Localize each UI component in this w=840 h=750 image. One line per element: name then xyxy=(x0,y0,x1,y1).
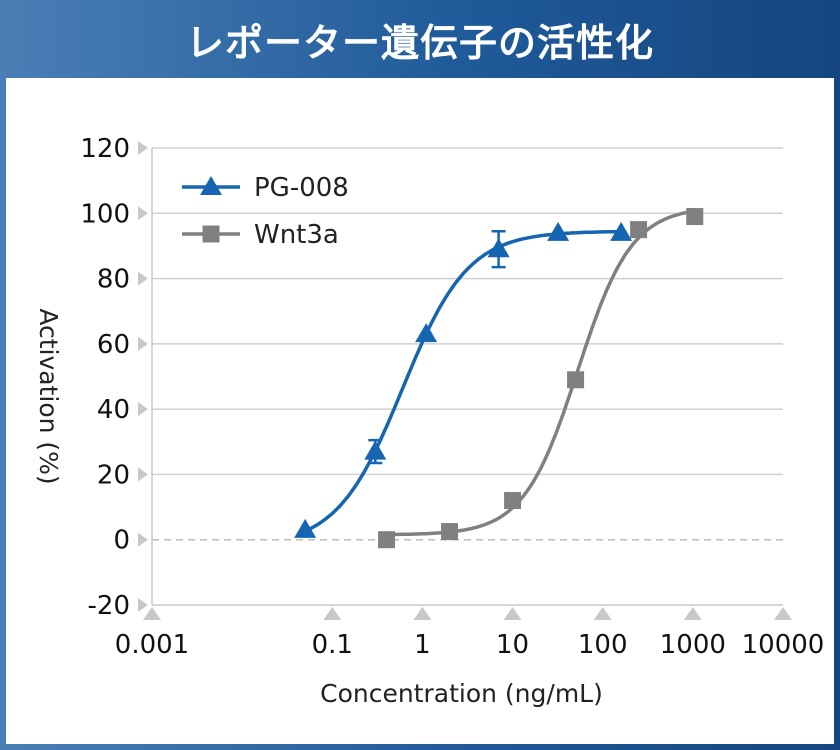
x-axis-title: Concentration (ng/mL) xyxy=(320,679,603,708)
x-tick-label: 0.1 xyxy=(312,630,353,660)
x-tick-label: 10000 xyxy=(742,630,825,660)
y-tick-label: 20 xyxy=(97,460,130,490)
x-tick-label: 0.001 xyxy=(115,630,189,660)
data-point-pg-008 xyxy=(415,323,438,343)
legend-marker-pg008 xyxy=(200,176,222,195)
x-tick-marker xyxy=(413,607,432,620)
chart-title: レポーター遺伝子の活性化 xyxy=(185,20,654,65)
legend-label-wnt3a: Wnt3a xyxy=(254,220,339,250)
data-point-wnt3a xyxy=(567,371,585,389)
x-tick-label: 10 xyxy=(496,630,529,660)
data-point-wnt3a xyxy=(686,208,704,226)
y-tick-marker xyxy=(138,141,148,155)
y-tick-marker xyxy=(138,336,148,351)
legend-marker-wnt3a xyxy=(202,225,220,243)
series-curve-wnt3a xyxy=(386,209,696,537)
data-point-wnt3a xyxy=(504,492,522,510)
x-tick-marker xyxy=(774,607,792,620)
y-tick-label: 60 xyxy=(97,330,130,360)
data-point-wnt3a xyxy=(630,221,648,239)
x-tick-marker xyxy=(143,607,161,620)
x-tick-label: 1000 xyxy=(660,630,726,660)
data-point-pg-008 xyxy=(610,221,633,241)
y-tick-label: 80 xyxy=(97,265,130,295)
y-tick-label: 0 xyxy=(113,526,130,556)
x-tick-marker xyxy=(683,607,702,620)
y-tick-marker xyxy=(138,532,148,547)
y-axis-title: Activation (%) xyxy=(34,308,63,484)
grid-layer xyxy=(152,147,783,541)
x-tick-marker xyxy=(593,607,612,620)
y-tick-label: 40 xyxy=(97,395,130,425)
y-tick-marker xyxy=(138,402,148,417)
y-tick-marker xyxy=(138,271,148,286)
y-tick-label: -20 xyxy=(88,591,130,621)
y-tick-marker xyxy=(138,467,148,482)
x-tick-marker xyxy=(503,607,522,620)
legend-label-pg008: PG-008 xyxy=(254,173,349,203)
data-point-pg-008 xyxy=(294,518,317,538)
y-tick-marker xyxy=(138,206,148,221)
series-layer xyxy=(294,208,704,549)
data-point-pg-008 xyxy=(364,440,387,460)
data-point-pg-008 xyxy=(487,238,510,258)
y-tick-label: 100 xyxy=(80,199,130,229)
y-tick-label: 120 xyxy=(80,134,130,164)
series-curve-pg-008 xyxy=(304,229,622,533)
data-point-wnt3a xyxy=(378,531,396,549)
axis-layer: -20 0 20 40 60 80 100 120 0.001 0.1 1 10 100 1000 1000… xyxy=(80,134,824,660)
data-point-wnt3a xyxy=(441,523,459,541)
y-tick-marker xyxy=(138,598,148,612)
x-tick-marker xyxy=(323,607,342,620)
data-point-pg-008 xyxy=(547,221,570,241)
x-tick-label: 100 xyxy=(578,630,628,660)
x-tick-label: 1 xyxy=(414,630,431,660)
legend: PG-008 Wnt3a xyxy=(182,173,349,250)
header-bar: レポーター遺伝子の活性化 xyxy=(0,0,840,78)
